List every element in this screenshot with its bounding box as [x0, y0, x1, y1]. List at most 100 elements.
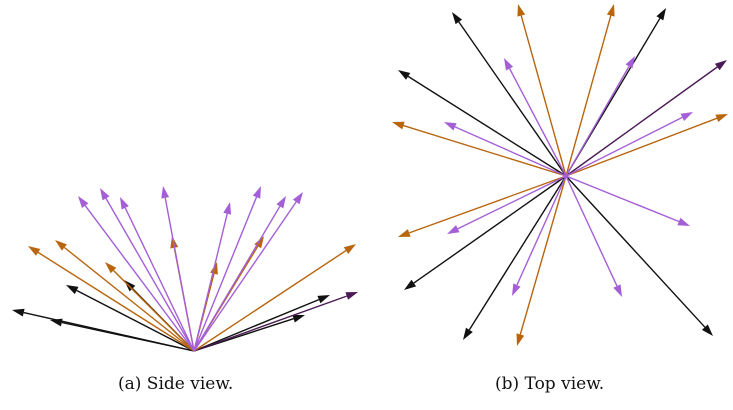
side-view-arrow-21: [193, 192, 303, 352]
arrow-head: [715, 114, 728, 122]
arrow-head: [512, 283, 521, 296]
arrow-head: [680, 112, 693, 121]
top-view-arrow-17: [447, 175, 567, 234]
arrow-shaft: [413, 175, 567, 284]
arrow-head: [656, 8, 666, 21]
arrow-shaft: [519, 175, 567, 335]
arrow-head: [317, 295, 330, 304]
arrow-shaft: [508, 68, 567, 177]
top-view-arrow-12: [516, 175, 567, 346]
arrow-shaft: [61, 321, 195, 352]
side-view-caption: (a) Side view.: [118, 374, 234, 394]
arrow-head: [345, 292, 358, 300]
arrow-head: [504, 58, 514, 71]
arrow-head: [252, 186, 261, 199]
arrow-shaft: [565, 175, 706, 328]
top-view-arrow-7: [517, 4, 567, 177]
arrow-shaft: [193, 295, 347, 352]
side-view-arrow-16: [120, 197, 195, 352]
top-view-arrow-5: [565, 175, 713, 336]
arrow-head: [161, 186, 170, 199]
arrow-shaft: [164, 197, 195, 352]
side-view-arrow-8: [55, 240, 195, 352]
arrow-shaft: [565, 175, 680, 223]
arrow-head: [105, 262, 117, 274]
arrow-head: [120, 197, 129, 210]
arrow-shaft: [193, 250, 347, 352]
side-view-arrow-17: [161, 186, 195, 352]
arrow-head: [223, 202, 232, 215]
side-view-arrow-13: [193, 244, 356, 352]
arrow-shaft: [76, 289, 195, 352]
arrow-head: [55, 240, 67, 251]
arrow-shaft: [565, 15, 612, 177]
top-view-arrow-2: [398, 70, 567, 177]
arrow-shaft: [409, 175, 567, 234]
arrow-head: [276, 196, 286, 209]
top-view-arrow-4: [463, 175, 567, 340]
arrow-shaft: [403, 124, 567, 177]
arrow-shaft: [458, 21, 567, 177]
arrow-shaft: [457, 175, 567, 230]
side-view-arrow-15: [100, 188, 195, 352]
arrow-head: [677, 217, 690, 226]
arrow-shaft: [63, 246, 195, 352]
top-view-arrow-3: [404, 175, 567, 290]
top-view-arrow-16: [565, 112, 693, 177]
arrow-shaft: [407, 75, 567, 177]
arrow-shaft: [193, 298, 320, 352]
arrow-shaft: [105, 198, 195, 352]
arrow-shaft: [468, 175, 567, 331]
top-view-arrow-8: [565, 4, 615, 177]
arrow-shaft: [37, 251, 195, 352]
side-view-arrow-7: [28, 246, 195, 352]
arrow-head: [444, 122, 457, 131]
top-view-arrow-11: [398, 175, 567, 237]
arrow-shaft: [520, 15, 567, 177]
side-view-arrow-14: [78, 196, 195, 352]
side-view-arrow-2: [66, 285, 195, 352]
top-view-arrow-14: [565, 56, 635, 177]
arrow-shaft: [565, 116, 683, 177]
arrow-head: [463, 327, 473, 340]
top-view-caption: (b) Top view.: [495, 374, 605, 394]
arrow-head: [404, 279, 417, 290]
side-view-arrow-9: [105, 262, 195, 352]
top-view-arrow-13: [504, 58, 567, 177]
arrow-shaft: [565, 117, 718, 177]
arrow-shaft: [193, 213, 228, 352]
arrow-shaft: [516, 175, 567, 286]
arrow-head: [78, 196, 89, 208]
arrow-head: [392, 121, 405, 130]
arrow-shaft: [113, 270, 195, 352]
arrow-head: [100, 188, 110, 201]
arrow-head: [343, 244, 356, 254]
arrow-shaft: [193, 205, 281, 352]
arrow-shaft: [454, 126, 567, 177]
arrow-head: [12, 308, 25, 317]
top-view-arrow-9: [392, 121, 567, 177]
arrow-head: [292, 314, 305, 323]
side-view-arrow-19: [193, 186, 261, 352]
arrow-head: [398, 70, 411, 80]
arrow-head: [714, 60, 727, 71]
top-view-arrow-20: [565, 175, 622, 297]
arrow-head: [701, 324, 713, 336]
top-view-arrow-19: [512, 175, 567, 296]
arrow-shaft: [193, 196, 258, 352]
arrow-head: [28, 246, 41, 256]
arrow-head: [517, 4, 526, 17]
arrow-head: [606, 4, 615, 17]
arrow-head: [613, 284, 622, 297]
arrow-shaft: [124, 207, 195, 352]
side-view-arrow-6: [193, 292, 358, 352]
arrow-head: [50, 318, 63, 327]
side-view-arrow-18: [193, 202, 232, 352]
top-view-arrow-6: [565, 60, 727, 177]
side-view-arrow-1: [50, 318, 195, 352]
side-view-arrow-20: [193, 196, 286, 352]
arrow-head: [452, 12, 463, 25]
arrow-head: [516, 333, 525, 346]
side-view-panel: [12, 186, 358, 352]
